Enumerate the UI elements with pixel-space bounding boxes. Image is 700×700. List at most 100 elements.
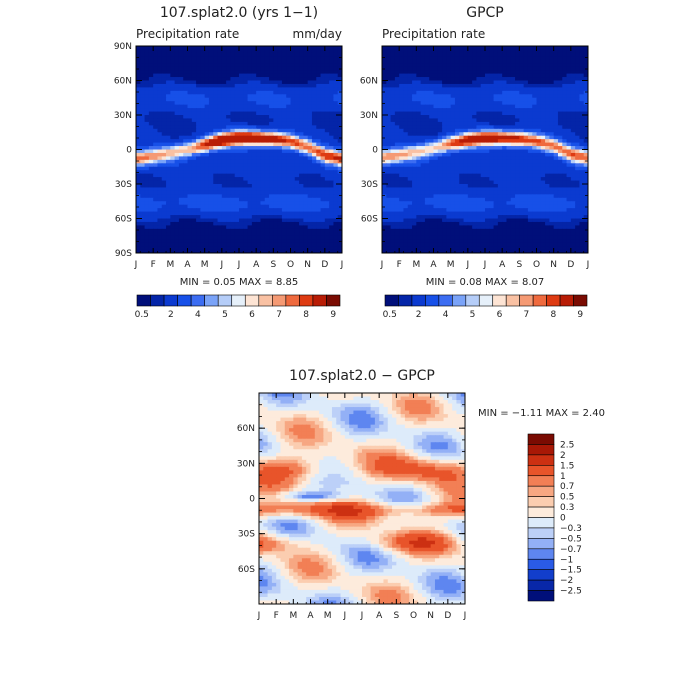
heatmap-cell: [337, 49, 342, 54]
heatmap-cell: [497, 108, 503, 113]
heatmap-cell: [221, 87, 227, 92]
heatmap-cell: [424, 66, 430, 71]
heatmap-cell: [234, 221, 240, 226]
heatmap-cell: [316, 125, 322, 130]
heatmap-cell: [454, 184, 460, 189]
heatmap-cell: [420, 56, 426, 61]
heatmap-cell: [390, 111, 396, 116]
heatmap-cell: [281, 180, 287, 185]
heatmap-cell: [386, 159, 392, 164]
heatmap-cell: [290, 208, 296, 213]
heatmap-cell: [515, 90, 520, 95]
heatmap-cell: [256, 87, 262, 92]
heatmap-cell: [320, 66, 326, 71]
heatmap-cell: [454, 80, 460, 85]
heatmap-cell: [191, 77, 197, 82]
heatmap-cell: [170, 125, 176, 130]
heatmap-cell: [144, 132, 150, 137]
heatmap-cell: [191, 80, 197, 85]
heatmap-cell: [243, 166, 249, 171]
heatmap-cell: [433, 108, 439, 113]
heatmap-cell: [170, 194, 176, 199]
heatmap-cell: [239, 170, 244, 175]
heatmap-cell: [333, 94, 339, 99]
heatmap-cell: [196, 156, 201, 161]
heatmap-cell: [566, 59, 572, 64]
heatmap-cell: [459, 83, 465, 88]
heatmap-cell: [337, 56, 342, 61]
heatmap-cell: [264, 97, 270, 102]
heatmap-cell: [429, 146, 435, 151]
heatmap-cell: [174, 111, 180, 116]
heatmap-cell: [566, 49, 572, 54]
heatmap-cell: [307, 173, 313, 178]
heatmap-cell: [196, 170, 201, 175]
heatmap-cell: [527, 152, 533, 157]
heatmap-cell: [510, 121, 516, 126]
heatmap-cell: [403, 128, 409, 133]
heatmap-cell: [575, 108, 581, 113]
heatmap-cell: [170, 204, 176, 209]
heatmap-cell: [174, 246, 180, 251]
heatmap-cell: [140, 46, 146, 51]
heatmap-cell: [187, 239, 193, 244]
heatmap-cell: [221, 228, 227, 233]
heatmap-cell: [450, 111, 456, 116]
heatmap-cell: [502, 46, 508, 51]
heatmap-cell: [320, 173, 326, 178]
heatmap-cell: [136, 46, 141, 51]
heatmap-cell: [183, 56, 189, 61]
heatmap-cell: [170, 249, 176, 253]
heatmap-cell: [200, 146, 206, 151]
heatmap-cell: [269, 104, 274, 109]
heatmap-cell: [510, 156, 516, 161]
heatmap-cell: [178, 146, 184, 151]
heatmap-cell: [333, 132, 339, 137]
heatmap-cell: [476, 128, 482, 133]
heatmap-cell: [320, 121, 326, 126]
heatmap-cell: [251, 156, 257, 161]
heatmap-cell: [230, 52, 236, 57]
heatmap-cell: [157, 159, 163, 164]
heatmap-cell: [446, 77, 452, 82]
heatmap-cell: [153, 246, 159, 251]
heatmap-cell: [196, 152, 201, 157]
heatmap-cell: [294, 77, 300, 82]
heatmap-cell: [382, 166, 387, 171]
heatmap-cell: [290, 211, 296, 216]
heatmap-cell: [485, 125, 490, 130]
heatmap-cell: [442, 97, 447, 102]
heatmap-cell: [329, 80, 335, 85]
heatmap-cell: [273, 66, 279, 71]
heatmap-cell: [467, 101, 473, 106]
heatmap-cell: [566, 73, 572, 78]
heatmap-cell: [217, 125, 223, 130]
heatmap-cell: [140, 211, 146, 216]
heatmap-cell: [476, 173, 482, 178]
heatmap-cell: [273, 149, 279, 154]
heatmap-cell: [536, 90, 542, 95]
heatmap-cell: [174, 235, 180, 240]
heatmap-cell: [489, 52, 495, 57]
heatmap-cell: [333, 70, 339, 75]
heatmap-cell: [329, 146, 335, 151]
heatmap-cell: [277, 108, 283, 113]
heatmap-cell: [467, 77, 473, 82]
heatmap-cell: [442, 115, 447, 120]
heatmap-cell: [303, 46, 309, 51]
heatmap-cell: [256, 235, 262, 240]
heatmap-cell: [281, 142, 287, 147]
heatmap-cell: [442, 49, 447, 54]
heatmap-cell: [399, 87, 405, 92]
heatmap-cell: [412, 146, 417, 151]
heatmap-cell: [446, 46, 452, 51]
heatmap-cell: [243, 194, 249, 199]
heatmap-cell: [437, 142, 443, 147]
heatmap-cell: [519, 142, 525, 147]
heatmap-cell: [570, 46, 576, 51]
heatmap-cell: [553, 77, 559, 82]
heatmap-cell: [230, 194, 236, 199]
heatmap-cell: [476, 87, 482, 92]
heatmap-cell: [575, 111, 581, 116]
heatmap-cell: [290, 187, 296, 192]
